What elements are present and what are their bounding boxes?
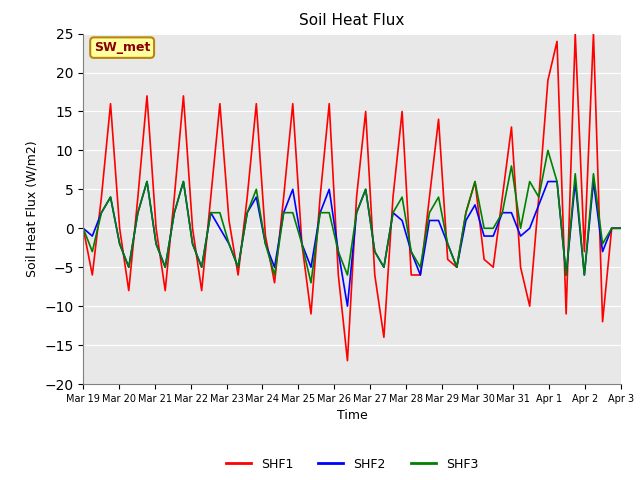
SHF2 bbox=[271, 264, 278, 270]
SHF1 bbox=[426, 194, 433, 200]
SHF3 bbox=[307, 280, 315, 286]
Line: SHF3: SHF3 bbox=[83, 150, 621, 283]
SHF1 bbox=[344, 358, 351, 363]
SHF3 bbox=[79, 226, 87, 231]
SHF2 bbox=[344, 303, 351, 309]
SHF2 bbox=[243, 210, 251, 216]
SHF3 bbox=[253, 186, 260, 192]
SHF2 bbox=[262, 241, 269, 247]
SHF3 bbox=[234, 264, 242, 270]
Title: Soil Heat Flux: Soil Heat Flux bbox=[300, 13, 404, 28]
SHF3 bbox=[426, 210, 433, 216]
SHF3 bbox=[262, 241, 269, 247]
SHF1 bbox=[617, 226, 625, 231]
SHF3 bbox=[617, 226, 625, 231]
SHF1 bbox=[572, 31, 579, 36]
X-axis label: Time: Time bbox=[337, 409, 367, 422]
SHF2 bbox=[225, 241, 233, 247]
SHF2 bbox=[435, 217, 442, 223]
Y-axis label: Soil Heat Flux (W/m2): Soil Heat Flux (W/m2) bbox=[26, 141, 38, 277]
SHF1 bbox=[262, 233, 269, 239]
Legend: SHF1, SHF2, SHF3: SHF1, SHF2, SHF3 bbox=[221, 453, 483, 476]
SHF2 bbox=[143, 179, 151, 184]
Text: SW_met: SW_met bbox=[94, 41, 150, 54]
SHF1 bbox=[234, 272, 242, 278]
Line: SHF2: SHF2 bbox=[83, 181, 621, 306]
SHF3 bbox=[170, 210, 178, 216]
SHF3 bbox=[216, 210, 224, 216]
SHF1 bbox=[170, 194, 178, 200]
SHF1 bbox=[216, 101, 224, 107]
SHF2 bbox=[617, 226, 625, 231]
SHF2 bbox=[180, 179, 188, 184]
SHF2 bbox=[79, 226, 87, 231]
SHF3 bbox=[544, 147, 552, 153]
Line: SHF1: SHF1 bbox=[83, 34, 621, 360]
SHF1 bbox=[79, 226, 87, 231]
SHF1 bbox=[253, 101, 260, 107]
